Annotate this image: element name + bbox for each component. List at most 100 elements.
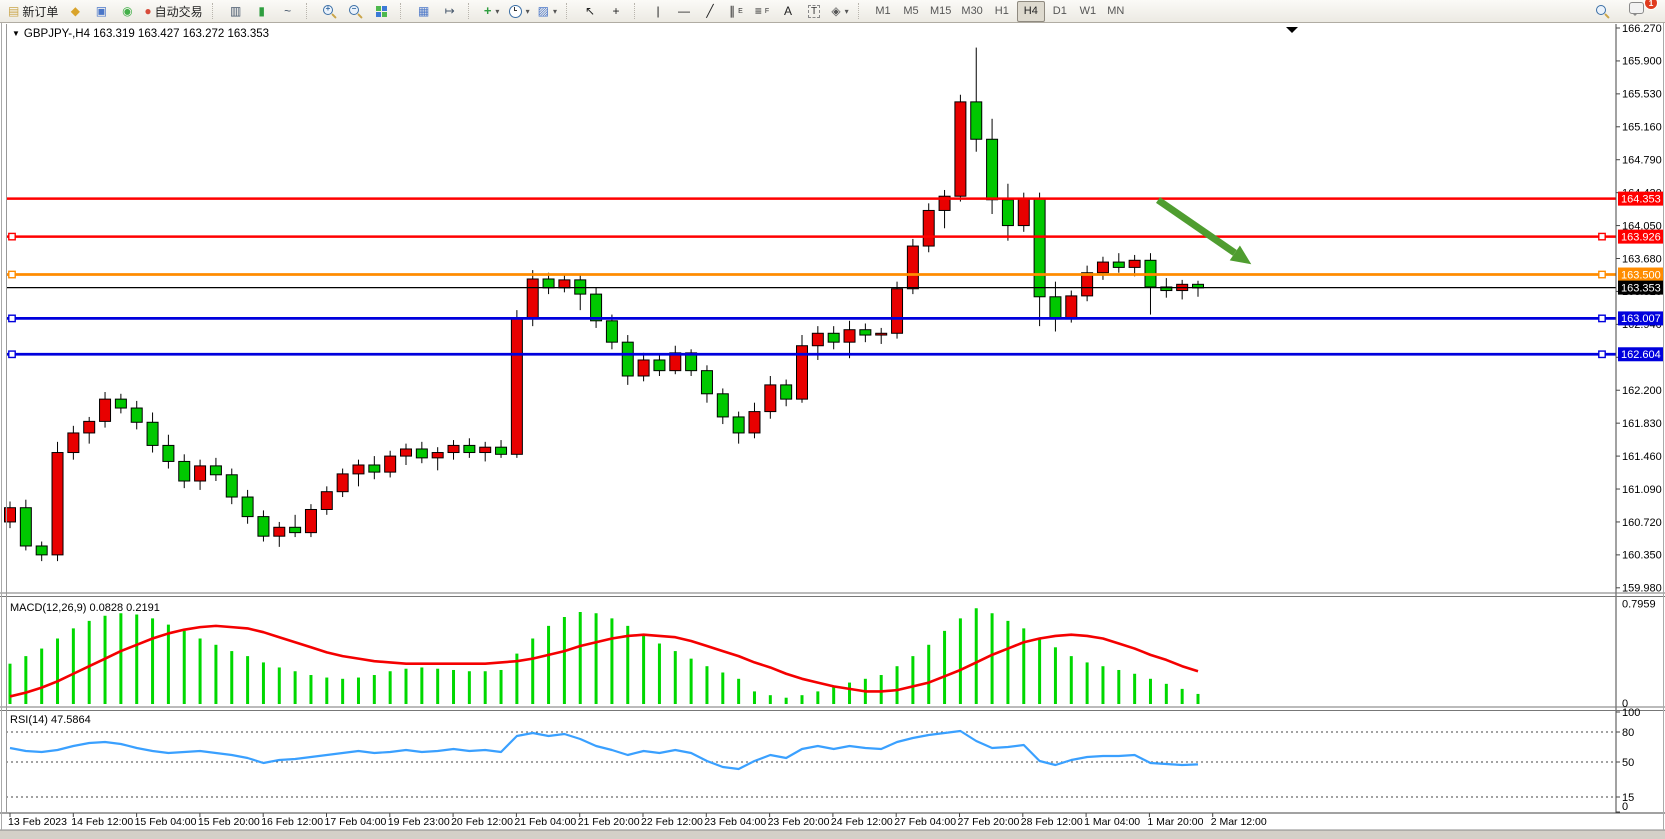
svg-text:166.270: 166.270 — [1622, 23, 1662, 35]
chart-shift-button[interactable]: ↦ — [438, 2, 462, 21]
dropdown-caret-icon: ▾ — [525, 6, 530, 16]
toolbar-right-group: 1 — [1589, 0, 1665, 21]
svg-text:165.530: 165.530 — [1622, 89, 1662, 101]
zoom-out-button[interactable]: − — [344, 2, 368, 21]
svg-text:161.830: 161.830 — [1622, 418, 1662, 430]
timeframe-H4-button[interactable]: H4 — [1016, 0, 1045, 22]
svg-text:22 Feb 12:00: 22 Feb 12:00 — [641, 816, 703, 828]
toolbar-button-row: ▤ 新订单 ◆ ▣ ◉ ● 自动交易 ▥ ▮ ~ + − ▦ ↦ + ▾ ▾ ▨ ▾ ↖ + | — ╱ ∥ E ≡ F A T ◈ ▾ M1 M… — [4, 0, 1589, 22]
ledger-button[interactable]: ◆ — [63, 2, 87, 21]
fibonacci-button[interactable]: ≡ F — [750, 2, 774, 21]
equidistant-channel-button[interactable]: ∥ E — [724, 2, 748, 21]
vertical-line-icon: | — [656, 4, 660, 18]
toolbar-separator — [634, 3, 641, 19]
svg-text:163.680: 163.680 — [1622, 253, 1662, 265]
timeframe-MN-button[interactable]: MN — [1107, 5, 1125, 17]
svg-text:15 Feb 04:00: 15 Feb 04:00 — [135, 816, 197, 828]
svg-text:100: 100 — [1622, 707, 1640, 719]
chart-background — [0, 23, 1665, 830]
fibonacci-icon: ≡ — [754, 4, 762, 18]
toolbar-separator — [399, 3, 407, 19]
svg-text:159.980: 159.980 — [1622, 583, 1662, 595]
svg-text:163.007: 163.007 — [1621, 313, 1661, 325]
template-icon: ▨ — [537, 4, 549, 18]
svg-text:1 Mar 20:00: 1 Mar 20:00 — [1147, 816, 1203, 828]
auto-scroll-button[interactable]: ▦ — [412, 2, 436, 21]
dropdown-caret-icon: ▾ — [844, 6, 849, 16]
dropdown-caret-icon: ▾ — [495, 6, 500, 16]
arrows-button[interactable]: ◈ ▾ — [828, 2, 852, 21]
timeframe-H1-button[interactable]: H1 — [994, 5, 1009, 17]
timeframe-D1-button[interactable]: D1 — [1052, 5, 1067, 17]
svg-text:163.353: 163.353 — [1621, 282, 1661, 294]
trend-arrow-annotation[interactable] — [1156, 197, 1252, 265]
svg-text:161.460: 161.460 — [1622, 451, 1662, 463]
macd-panel: 0.7959 0 MACD(12,26,9) 0.0828 0.2191 — [8, 599, 1656, 710]
rsi-panel: 100 80 50 150 RSI(14) 47.5864 — [6, 707, 1640, 813]
toolbar-separator — [467, 3, 475, 19]
signal-icon: ◉ — [122, 4, 133, 18]
notifications-button[interactable]: 1 — [1626, 0, 1658, 21]
new-order-icon: ▤ — [8, 4, 20, 18]
timeframe-M1-button[interactable]: M1 — [875, 5, 891, 17]
crosshair-icon: + — [612, 4, 620, 18]
toolbar-separator — [211, 3, 219, 19]
trendline-button[interactable]: ╱ — [698, 2, 722, 21]
svg-text:162.604: 162.604 — [1621, 349, 1661, 361]
symbol-dropdown-icon[interactable]: ▼ — [12, 29, 20, 38]
zoom-in-button[interactable]: + — [318, 2, 342, 21]
svg-text:165.900: 165.900 — [1622, 56, 1662, 68]
signals-button[interactable]: ◉ — [115, 2, 139, 21]
svg-text:164.353: 164.353 — [1621, 193, 1661, 205]
autotrade-button[interactable]: ● 自动交易 — [141, 2, 205, 21]
timeframe-W1-button[interactable]: W1 — [1079, 5, 1097, 17]
vertical-line-button[interactable]: | — [646, 2, 670, 21]
text-label-button[interactable]: T — [802, 2, 826, 21]
text-icon: A — [783, 4, 792, 18]
notification-badge: 1 — [1644, 0, 1658, 10]
svg-text:164.790: 164.790 — [1622, 155, 1662, 167]
search-icon — [1595, 4, 1610, 19]
svg-text:80: 80 — [1622, 727, 1634, 739]
arrows-icon: ◈ — [831, 4, 841, 18]
svg-text:2 Mar 12:00: 2 Mar 12:00 — [1211, 816, 1267, 828]
line-chart-button[interactable]: ~ — [276, 2, 300, 21]
svg-text:21 Feb 20:00: 21 Feb 20:00 — [578, 816, 640, 828]
timeframe-M30-button[interactable]: M30 — [961, 5, 983, 17]
search-button[interactable] — [1590, 2, 1614, 21]
channel-icon: ∥ — [729, 4, 736, 18]
new-order-button[interactable]: ▤ 新订单 — [5, 2, 61, 21]
bar-chart-button[interactable]: ▥ — [224, 2, 248, 21]
candle-chart-button[interactable]: ▮ — [250, 2, 274, 21]
tile-windows-button[interactable] — [370, 2, 394, 21]
new-order-button-label: 新订单 — [22, 4, 59, 19]
horizontal-line-icon: — — [678, 4, 690, 18]
svg-text:160.720: 160.720 — [1622, 517, 1662, 529]
svg-text:16 Feb 12:00: 16 Feb 12:00 — [261, 816, 323, 828]
timeframe-M15-button[interactable]: M15 — [930, 5, 952, 17]
horizontal-level-line-163.926[interactable] — [6, 232, 1616, 241]
cursor-button[interactable]: ↖ — [578, 2, 602, 21]
dropdown-caret-icon: ▾ — [552, 6, 557, 16]
horizontal-level-line-163.500[interactable] — [6, 270, 1616, 279]
svg-text:160.350: 160.350 — [1622, 550, 1662, 562]
periods-button[interactable]: ▾ — [506, 2, 533, 21]
rsi-label: RSI(14) 47.5864 — [10, 714, 91, 726]
text-button[interactable]: A — [776, 2, 800, 21]
svg-text:28 Feb 12:00: 28 Feb 12:00 — [1021, 816, 1083, 828]
horizontal-level-line-162.604[interactable] — [6, 350, 1616, 359]
chart-shift-marker[interactable] — [1286, 27, 1298, 33]
terminal-button[interactable]: ▣ — [89, 2, 113, 21]
horizontal-line-button[interactable]: — — [672, 2, 696, 21]
autotrade-button-label: 自动交易 — [154, 4, 203, 19]
svg-text:13 Feb 2023: 13 Feb 2023 — [8, 816, 67, 828]
svg-text:161.090: 161.090 — [1622, 484, 1662, 496]
time-axis: 13 Feb 2023 14 Feb 12:00 15 Feb 04:00 15 Fe… — [8, 813, 1267, 828]
indicators-button[interactable]: + ▾ — [480, 2, 504, 21]
templates-button[interactable]: ▨ ▾ — [535, 2, 560, 21]
horizontal-level-line-163.007[interactable] — [6, 314, 1616, 323]
crosshair-button[interactable]: + — [604, 2, 628, 21]
timeframe-M5-button[interactable]: M5 — [903, 5, 919, 17]
svg-text:24 Feb 12:00: 24 Feb 12:00 — [831, 816, 893, 828]
